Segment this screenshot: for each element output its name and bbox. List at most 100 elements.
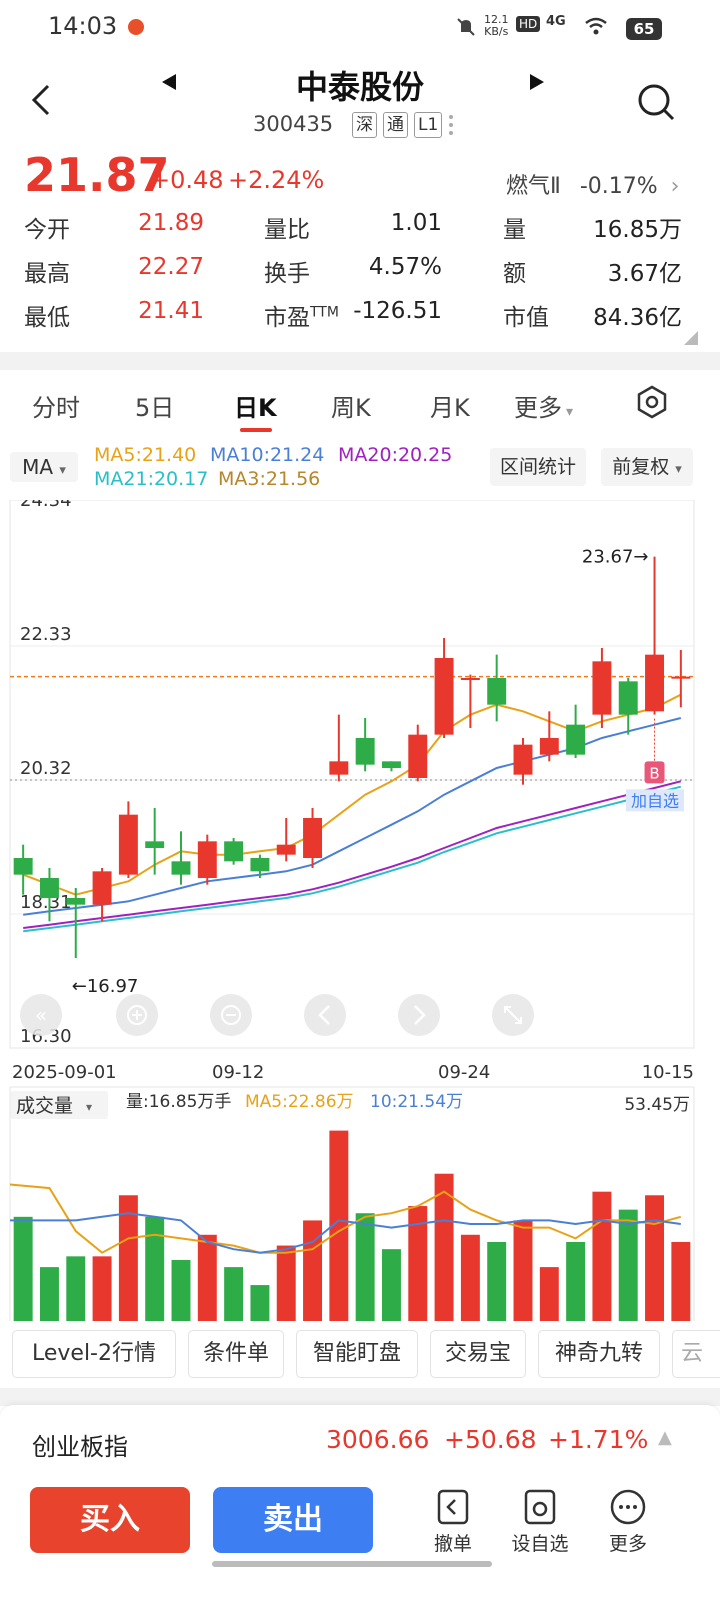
volume-selector-label: 成交量 xyxy=(16,1095,73,1117)
sell-button[interactable]: 卖出 xyxy=(213,1487,373,1553)
stat-label: 最低 xyxy=(24,305,70,331)
watch-label-bg xyxy=(626,789,684,812)
more-icon xyxy=(610,1489,646,1525)
index-ticker[interactable]: 创业板指 3006.66 +50.68 +1.71% ▲ xyxy=(0,1405,720,1479)
candle-body xyxy=(171,861,191,875)
candle-body xyxy=(66,898,86,905)
tool-level2[interactable]: Level-2行情 xyxy=(12,1330,176,1378)
y-tick-label: 24.34 xyxy=(20,500,72,511)
volume-chart[interactable]: 成交量 ▾ 量:16.85万手 MA5:22.86万 10:21.54万 53.… xyxy=(0,1085,720,1325)
candle-body xyxy=(381,761,401,768)
zoom-in-button[interactable] xyxy=(116,994,158,1036)
candle-body xyxy=(539,738,559,755)
x-tick-label: 09-12 xyxy=(212,1062,264,1083)
ma-selector[interactable]: MA ▾ xyxy=(10,452,78,482)
candle xyxy=(197,834,217,885)
chart-frame xyxy=(9,500,695,1049)
clock: 14:03 xyxy=(48,12,118,40)
candle-body xyxy=(250,858,270,872)
stat-label: 量比 xyxy=(264,217,310,243)
x-tick-label: 09-24 xyxy=(438,1062,490,1083)
candle xyxy=(487,654,507,722)
tab-more[interactable]: 更多 ▾ xyxy=(514,394,574,422)
tab-intraday[interactable]: 分时 xyxy=(32,394,80,422)
interval-stats-button[interactable]: 区间统计 xyxy=(490,448,586,486)
current-price: 21.87 xyxy=(24,148,170,202)
buy-marker-label: B xyxy=(649,764,659,782)
expand-corner-icon[interactable] xyxy=(684,330,698,349)
candle-body xyxy=(276,844,296,855)
tool-row: Level-2行情 条件单 智能盯盘 交易宝 神奇九转 云 xyxy=(0,1330,720,1386)
tab-5day[interactable]: 5日 xyxy=(135,394,175,422)
scroll-right-button[interactable] xyxy=(398,994,440,1036)
buy-button[interactable]: 买入 xyxy=(30,1487,190,1553)
candle-body xyxy=(145,841,165,848)
volume-ma10_line xyxy=(10,1212,681,1254)
candle xyxy=(329,714,349,782)
tool-condition-order[interactable]: 条件单 xyxy=(188,1330,284,1378)
tool-smart-watch[interactable]: 智能盯盘 xyxy=(296,1330,418,1378)
volume-selector[interactable] xyxy=(10,1091,108,1119)
volume-bar xyxy=(645,1195,665,1321)
add-watchlist-button[interactable]: 设自选 xyxy=(500,1487,580,1556)
buy-marker xyxy=(644,761,665,784)
index-value: 3006.66 xyxy=(326,1425,430,1454)
watch-label: 加自选 xyxy=(631,791,679,810)
volume-bar xyxy=(408,1206,428,1321)
tool-magic-nine[interactable]: 神奇九转 xyxy=(538,1330,660,1378)
tab-weekly-k[interactable]: 周K xyxy=(331,394,371,422)
cancel-order-button[interactable]: 撤单 xyxy=(413,1487,493,1556)
x-tick-label: 2025-09-01 xyxy=(12,1062,117,1083)
quote-panel: 21.87 +0.48 +2.24% 燃气Ⅱ -0.17% › 今开 21.89… xyxy=(0,148,720,352)
ma10-value: MA10:21.24 xyxy=(210,444,325,466)
caret-up-icon[interactable]: ▲ xyxy=(658,1427,672,1448)
sector-link[interactable]: 燃气Ⅱ -0.17% › xyxy=(506,168,679,200)
volume-ma10: 10:21.54万 xyxy=(370,1092,463,1112)
tab-daily-k[interactable]: 日K xyxy=(234,394,277,422)
volume-bar xyxy=(618,1209,638,1321)
candle xyxy=(434,638,454,738)
fast-back-button[interactable]: « xyxy=(20,994,62,1036)
volume-ma5_line xyxy=(9,1183,682,1254)
fullscreen-button[interactable] xyxy=(492,994,534,1036)
wifi-icon xyxy=(584,16,608,40)
index-name: 创业板指 xyxy=(32,1433,128,1461)
stat-label: 换手 xyxy=(264,261,310,287)
volume-ma5: MA5:22.86万 xyxy=(245,1092,354,1112)
connect-tag: 通 xyxy=(383,112,408,138)
candle-body xyxy=(434,658,454,735)
candle xyxy=(592,648,612,728)
stat-label: 市盈TTM xyxy=(264,304,339,331)
tab-monthly-k[interactable]: 月K xyxy=(430,394,470,422)
stat-label: 市值 xyxy=(503,305,549,331)
candle-body xyxy=(487,678,507,705)
next-stock-icon[interactable] xyxy=(528,72,546,96)
more-button[interactable]: 更多 xyxy=(588,1487,668,1556)
low-price-label: ←16.97 xyxy=(72,976,139,997)
candle xyxy=(460,674,480,728)
more-dots-icon[interactable] xyxy=(448,114,454,140)
battery-icon: 65 xyxy=(626,18,662,40)
stat-label: 额 xyxy=(503,261,526,287)
period-tabs: 分时 5日 日K 周K 月K 更多 ▾ xyxy=(0,372,720,436)
scroll-left-button[interactable] xyxy=(304,994,346,1036)
volume-bar xyxy=(355,1213,375,1321)
y-tick-label: 22.33 xyxy=(20,624,72,645)
settings-icon[interactable] xyxy=(634,384,670,424)
stat-label: 量 xyxy=(503,217,526,243)
volume-bar xyxy=(592,1191,612,1321)
candle xyxy=(276,818,296,862)
candle-body xyxy=(566,724,586,755)
stat-label: 今开 xyxy=(24,217,70,243)
back-icon[interactable] xyxy=(28,82,54,122)
tool-cloud[interactable]: 云 xyxy=(672,1330,720,1378)
double-chevron-left-icon: « xyxy=(35,1003,47,1027)
tool-trade-treasure[interactable]: 交易宝 xyxy=(430,1330,526,1378)
adjust-selector[interactable]: 前复权 ▾ xyxy=(601,448,693,486)
zoom-out-button[interactable] xyxy=(210,994,252,1036)
prev-stock-icon[interactable] xyxy=(160,72,178,96)
zoom-in-icon xyxy=(127,1005,147,1025)
search-icon[interactable] xyxy=(636,82,676,126)
sector-name: 燃气Ⅱ xyxy=(506,174,561,199)
